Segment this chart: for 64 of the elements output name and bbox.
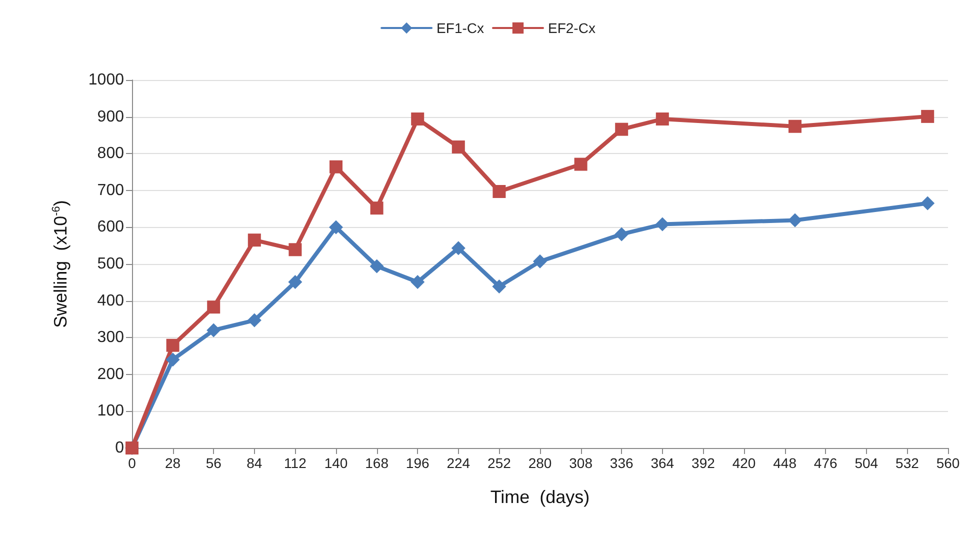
y-tick-label: 1000 xyxy=(88,72,124,88)
x-tick-label: 28 xyxy=(165,455,181,471)
point xyxy=(656,112,669,126)
y-tick-label: 300 xyxy=(97,329,124,346)
point xyxy=(920,196,935,210)
point xyxy=(370,259,384,274)
point xyxy=(452,140,465,154)
x-tick-label: 504 xyxy=(854,455,878,471)
x-tick-label: 196 xyxy=(406,455,430,471)
legend-label: EF1-Cx xyxy=(436,20,484,36)
y-axis-title: Swelling (x10-6) xyxy=(50,200,70,328)
x-tick-label: 308 xyxy=(569,455,593,471)
point xyxy=(655,217,670,232)
x-tick-label: 336 xyxy=(610,455,634,471)
x-axis-title: Time (days) xyxy=(490,487,590,507)
x-tick-label: 112 xyxy=(284,455,307,471)
point xyxy=(921,110,934,123)
point xyxy=(206,323,221,338)
point xyxy=(288,243,302,256)
point xyxy=(574,158,588,171)
x-tick-label: 420 xyxy=(732,455,756,471)
point xyxy=(788,213,802,228)
point xyxy=(615,122,628,136)
x-tick-label: 392 xyxy=(692,455,716,471)
point xyxy=(492,185,506,198)
point xyxy=(411,112,424,126)
x-tick-label: 0 xyxy=(128,455,136,471)
y-tick-label: 800 xyxy=(97,145,124,162)
x-tick-label: 448 xyxy=(773,455,797,471)
x-tick-label: 364 xyxy=(650,455,674,471)
x-tick-label: 280 xyxy=(528,455,552,471)
point xyxy=(207,300,220,314)
x-tick-label: 56 xyxy=(206,455,222,471)
point xyxy=(166,338,180,352)
x-tick-label: 560 xyxy=(936,455,960,471)
y-tick-label: 100 xyxy=(97,402,124,420)
y-tick-label: 200 xyxy=(97,366,124,383)
point xyxy=(614,227,629,242)
point xyxy=(451,241,466,256)
x-tick-label: 84 xyxy=(246,455,262,471)
x-tick-label: 252 xyxy=(488,455,512,471)
x-tick-label: 532 xyxy=(896,455,920,471)
y-tick-label: 600 xyxy=(97,218,124,236)
y-tick-label: 400 xyxy=(97,292,124,310)
point xyxy=(370,202,384,215)
point xyxy=(492,279,506,294)
point xyxy=(410,275,425,290)
y-tick-label: 500 xyxy=(97,256,124,272)
point xyxy=(533,254,547,268)
x-tick-label: 224 xyxy=(446,455,470,471)
point xyxy=(166,352,180,367)
x-tick-label: 140 xyxy=(324,455,348,471)
x-tick-label: 476 xyxy=(814,455,838,471)
legend-label: EF2-Cx xyxy=(548,20,596,36)
point xyxy=(288,275,302,290)
point xyxy=(247,313,262,328)
y-tick-label: 0 xyxy=(115,440,124,456)
x-tick-label: 168 xyxy=(365,455,389,471)
point xyxy=(330,160,342,174)
point xyxy=(788,120,802,133)
y-tick-label: 700 xyxy=(97,182,124,199)
y-tick-label: 900 xyxy=(97,108,124,126)
point xyxy=(329,220,343,234)
point xyxy=(248,234,261,247)
